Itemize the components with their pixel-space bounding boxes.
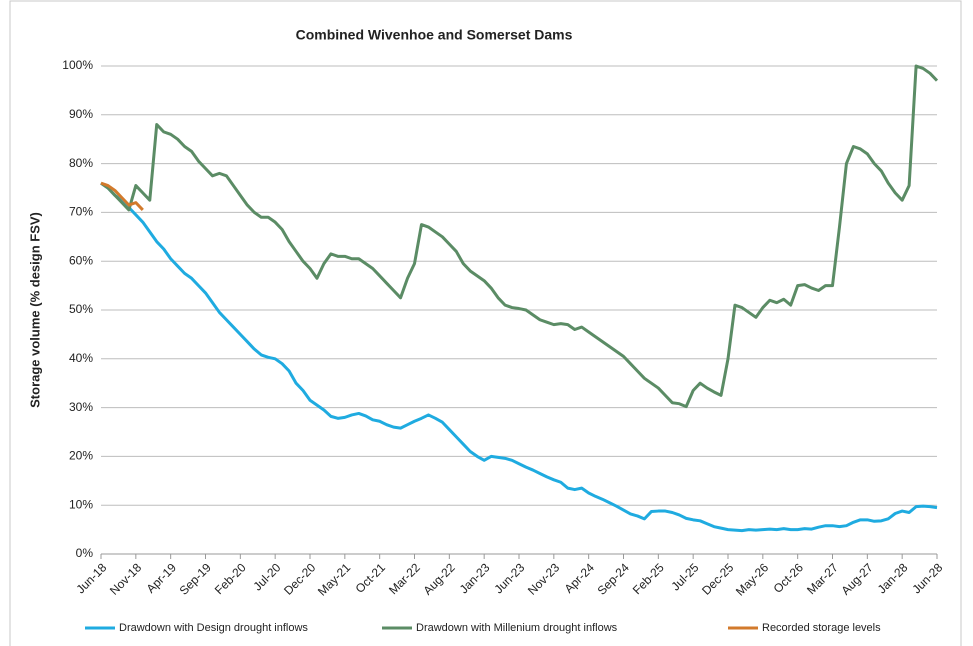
x-tick-label: Oct-26 (771, 560, 807, 596)
y-tick-label: 60% (69, 253, 93, 267)
chart-border (9, 0, 962, 646)
y-tick-label: 10% (69, 497, 93, 511)
x-tick-label: Apr-24 (562, 560, 598, 596)
x-tick-label: Aug-27 (838, 560, 875, 597)
legend-label: Recorded storage levels (762, 622, 881, 634)
x-tick-label: Feb-20 (212, 560, 249, 597)
x-tick-label: Apr-19 (144, 560, 180, 596)
x-tick-label: Mar-22 (386, 560, 423, 597)
x-tick-label: Feb-25 (630, 560, 667, 597)
x-tick-label: Jan-28 (875, 560, 911, 596)
x-tick-label: Oct-21 (353, 560, 389, 596)
y-tick-label: 20% (69, 449, 93, 463)
x-tick-label: Jul-25 (669, 560, 702, 593)
y-tick-label: 90% (69, 107, 93, 121)
x-tick-label: May-21 (315, 560, 353, 598)
x-tick-label: Jun-18 (74, 560, 110, 596)
y-tick-label: 30% (69, 400, 93, 414)
y-tick-label: 0% (76, 546, 94, 560)
y-tick-label: 100% (62, 58, 93, 72)
y-tick-label: 50% (69, 302, 93, 316)
y-axis-label: Storage volume (% design FSV) (27, 212, 42, 408)
x-tick-label: Sep-19 (177, 560, 214, 597)
legend-label: Drawdown with Millenium drought inflows (416, 622, 618, 634)
x-tick-label: Jul-20 (251, 560, 284, 593)
chart-title: Combined Wivenhoe and Somerset Dams (296, 27, 573, 43)
x-tick-label: Aug-22 (420, 560, 457, 597)
x-tick-label: Jun-23 (492, 560, 528, 596)
x-tick-label: Dec-25 (699, 560, 736, 597)
line-series (100, 181, 144, 211)
y-tick-label: 70% (69, 205, 93, 219)
x-tick-label: Mar-27 (804, 560, 841, 597)
x-tick-label: Sep-24 (595, 560, 632, 597)
line-series (100, 64, 939, 409)
x-tick-label: Nov-18 (107, 560, 144, 597)
x-tick-label: Nov-23 (525, 560, 562, 597)
legend-label: Drawdown with Design drought inflows (119, 622, 308, 634)
y-tick-label: 40% (69, 351, 93, 365)
y-tick-label: 80% (69, 156, 93, 170)
x-tick-label: Dec-20 (281, 560, 318, 597)
x-tick-label: Jun-28 (910, 560, 946, 596)
x-tick-label: Jan-23 (457, 560, 493, 596)
line-series (100, 181, 938, 533)
x-tick-label: May-26 (733, 560, 771, 598)
